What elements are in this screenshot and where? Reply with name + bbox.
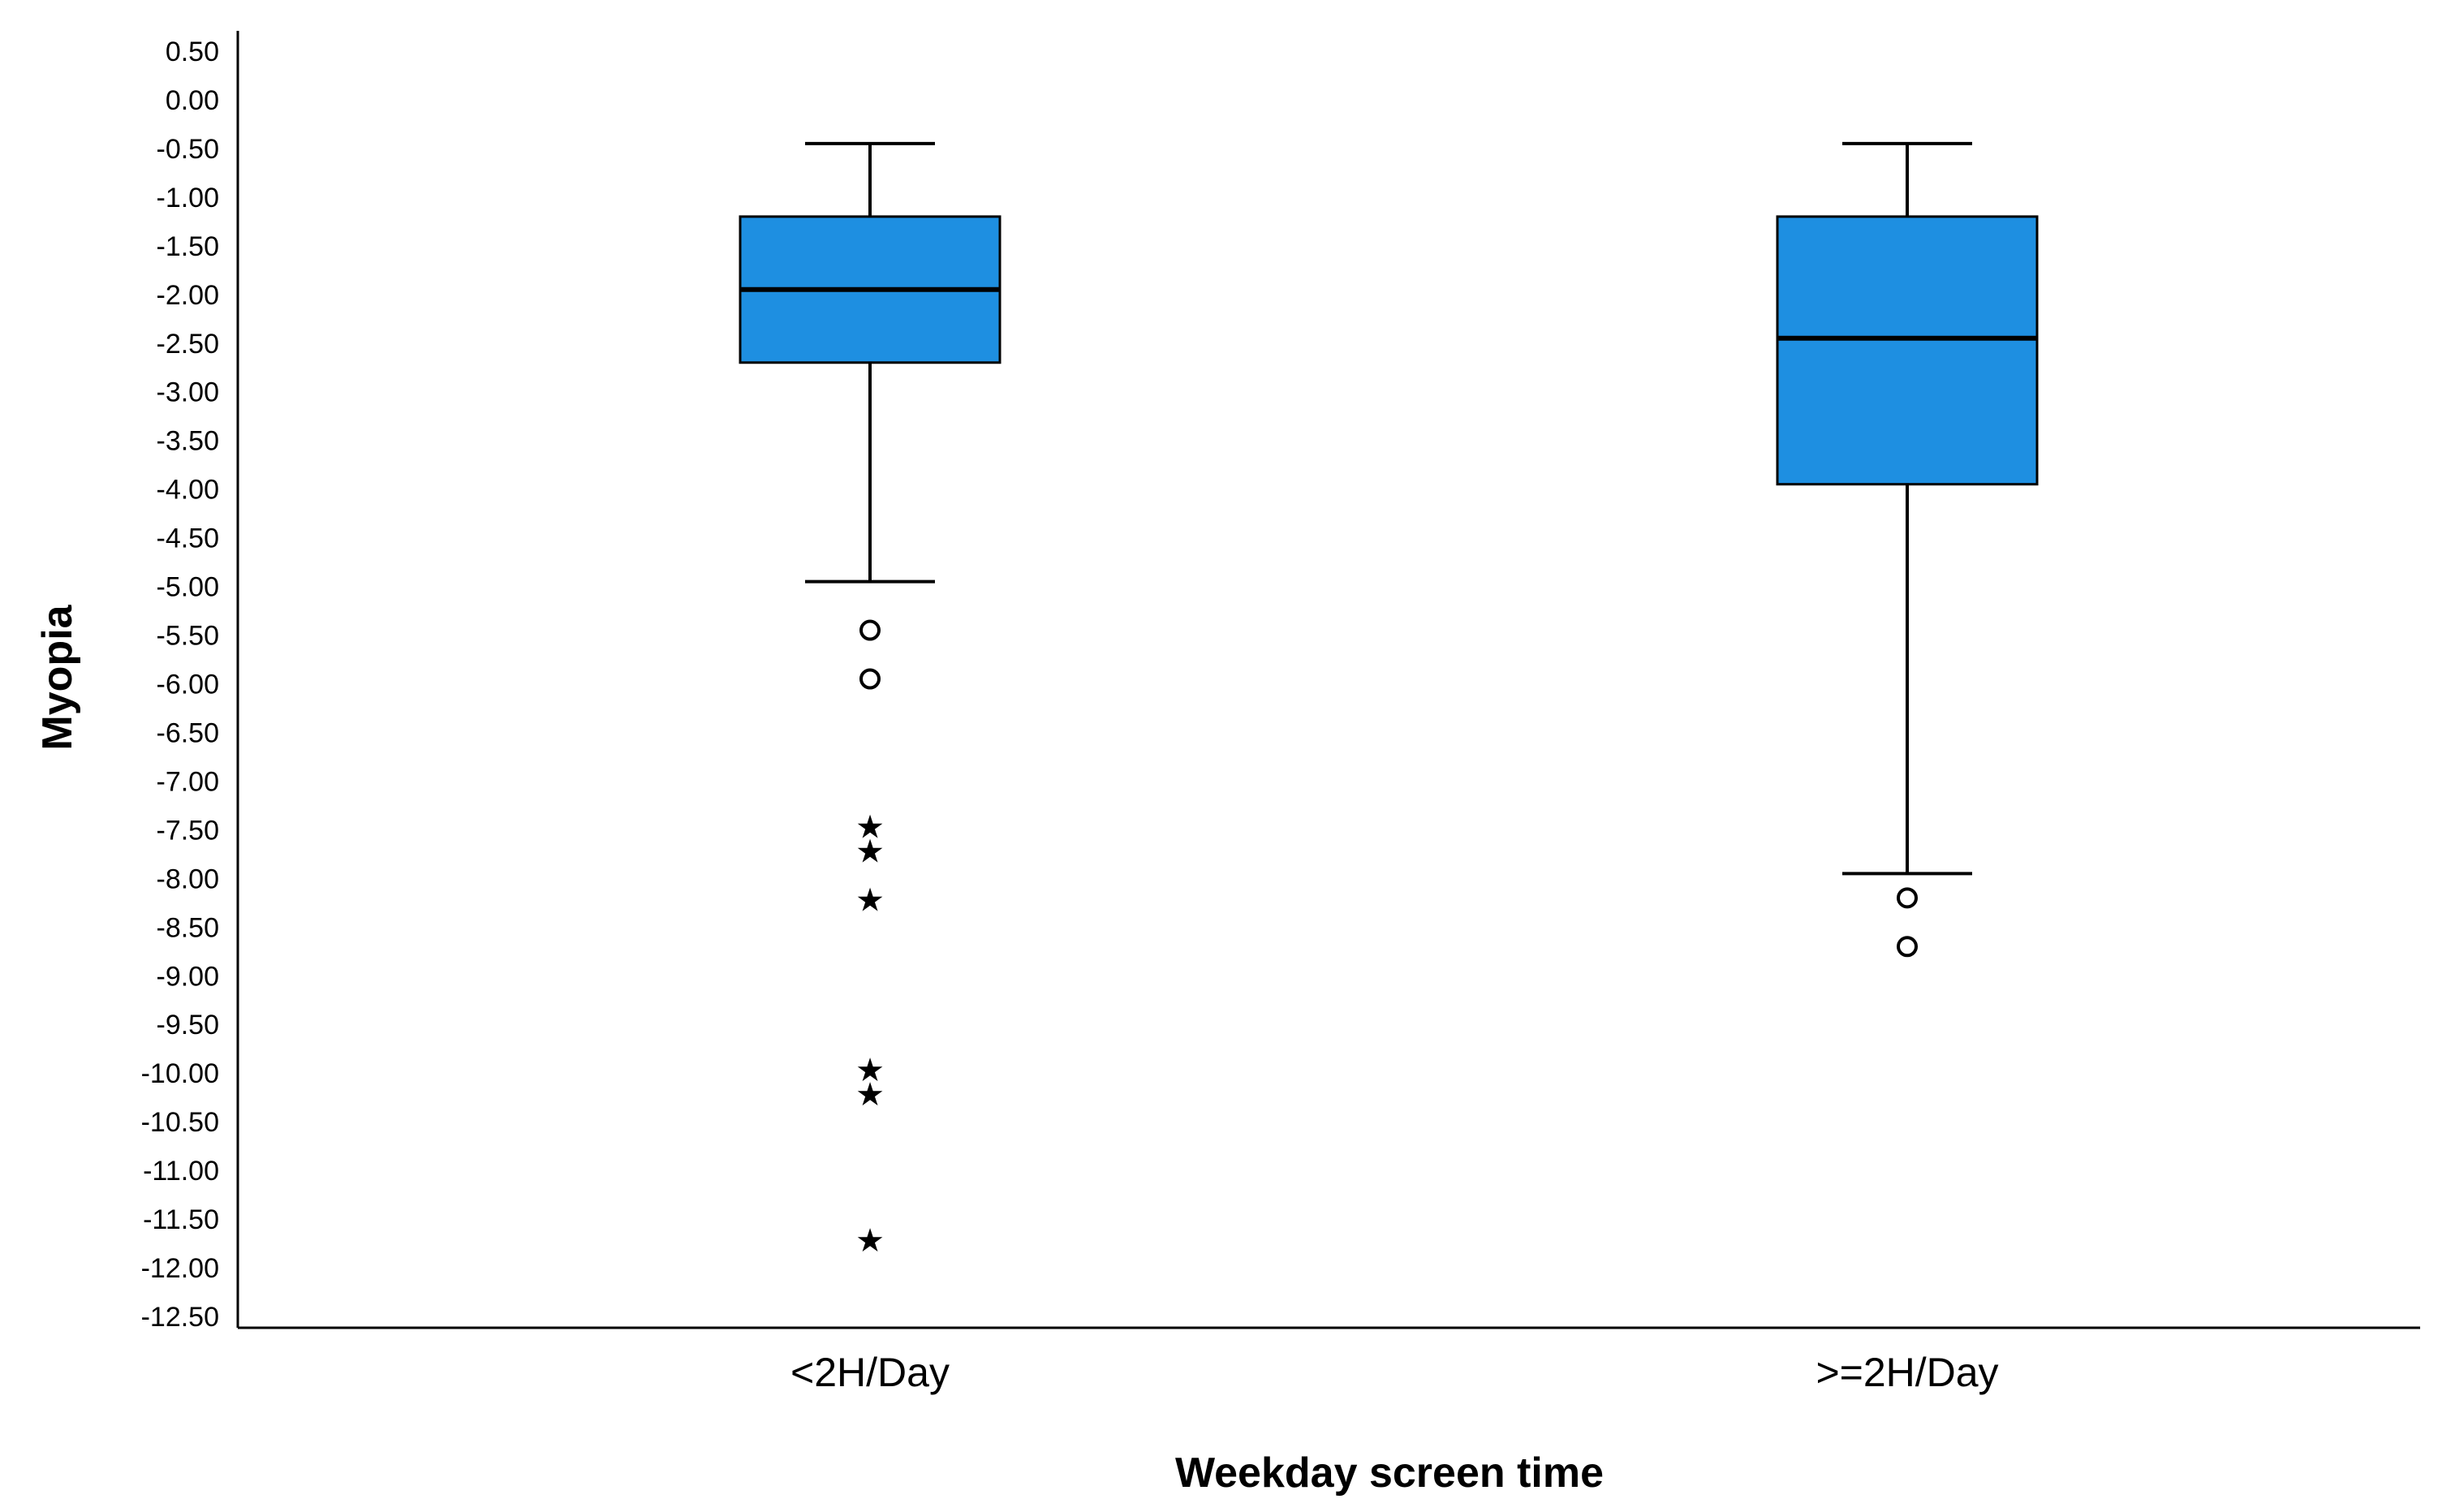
x-axis-title: Weekday screen time — [1175, 1450, 1604, 1497]
outlier-point — [1897, 887, 1918, 909]
y-tick-label: -2.50 — [157, 329, 220, 360]
y-tick-label: -1.50 — [157, 231, 220, 262]
y-tick-label: -9.50 — [157, 1010, 220, 1040]
y-tick-label: -4.00 — [157, 475, 220, 506]
y-tick-label: -10.00 — [141, 1058, 219, 1089]
x-category-label: <2H/Day — [790, 1350, 950, 1395]
y-tick-label: -5.50 — [157, 621, 220, 652]
extreme-point: ★ — [855, 808, 885, 846]
y-tick-label: -5.00 — [157, 572, 220, 603]
y-tick-label: -11.50 — [143, 1204, 219, 1235]
y-tick-label: -0.50 — [157, 134, 220, 165]
boxes: ★★★★★★ — [739, 141, 2039, 1260]
x-axis: <2H/Day >=2H/Day — [238, 1326, 2420, 1395]
extreme-point: ★ — [855, 1052, 885, 1089]
x-category-labels: <2H/Day >=2H/Day — [790, 1350, 1999, 1395]
iqr-box — [1776, 215, 2039, 486]
outlier-point — [859, 619, 881, 641]
y-tick-label: -10.50 — [141, 1107, 219, 1138]
y-tick-label: -6.50 — [157, 717, 220, 748]
y-tick-label: -8.50 — [157, 912, 220, 943]
y-axis-title: Myopia — [34, 604, 81, 750]
y-tick-label: -3.00 — [157, 377, 220, 408]
y-tick-label: -7.50 — [157, 815, 220, 846]
y-tick-label: 0.50 — [166, 37, 219, 67]
y-tick-label: -12.00 — [141, 1253, 219, 1284]
extreme-point: ★ — [855, 881, 885, 919]
y-tick-label: -6.00 — [157, 670, 220, 700]
y-axis: 0.50 0.00 -0.50 -1.00 -1.50 -2.00 -2.50 -3.00 -3… — [141, 31, 239, 1333]
extreme-point: ★ — [855, 833, 885, 870]
extreme-point: ★ — [855, 1222, 885, 1260]
y-tick-label: -8.00 — [157, 864, 220, 894]
x-category-label: >=2H/Day — [1816, 1350, 1998, 1395]
y-tick-label: -9.00 — [157, 961, 220, 992]
extreme-point: ★ — [855, 1076, 885, 1114]
outlier-point — [859, 668, 881, 690]
y-tick-label: 0.00 — [166, 85, 219, 116]
box-group — [1776, 141, 2039, 958]
box-group: ★★★★★★ — [739, 141, 1001, 1260]
y-tick-label: -12.50 — [141, 1302, 219, 1333]
y-tick-label: -3.50 — [157, 426, 220, 457]
y-tick-label: -7.00 — [157, 766, 220, 797]
y-tick-label: -1.00 — [157, 183, 220, 213]
y-tick-label: -11.00 — [143, 1156, 219, 1187]
y-tick-label: -2.00 — [157, 280, 220, 311]
outlier-point — [1897, 936, 1918, 958]
y-tick-label: -4.50 — [157, 523, 220, 554]
y-tick-labels: 0.50 0.00 -0.50 -1.00 -1.50 -2.00 -2.50 -3.00 -3… — [141, 37, 219, 1333]
